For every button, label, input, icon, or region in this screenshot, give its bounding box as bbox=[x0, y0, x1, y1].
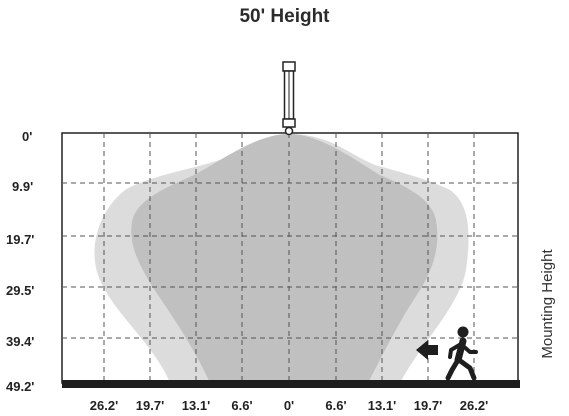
y-label-2: 19.7' bbox=[6, 232, 34, 247]
x-label-2: 13.1' bbox=[182, 398, 210, 413]
floor-bar bbox=[62, 380, 520, 388]
x-label-8: 26.2' bbox=[460, 398, 488, 413]
x-label-3: 6.6' bbox=[231, 398, 252, 413]
diagram-title: 50' Height bbox=[239, 6, 330, 27]
direction-arrow-icon bbox=[416, 340, 438, 360]
x-label-5: 6.6' bbox=[325, 398, 346, 413]
x-label-0: 26.2' bbox=[90, 398, 118, 413]
y-label-4: 39.4' bbox=[6, 334, 34, 349]
x-label-1: 19.7' bbox=[136, 398, 164, 413]
inner-coverage-zone bbox=[131, 134, 438, 383]
walking-person-icon bbox=[445, 326, 478, 381]
sensor-fixture-icon bbox=[282, 61, 296, 136]
mounting-height-label: Mounting Height bbox=[539, 249, 556, 359]
x-label-6: 13.1' bbox=[368, 398, 396, 413]
grid bbox=[62, 133, 518, 381]
x-label-4: 0' bbox=[284, 398, 294, 413]
y-label-5: 49.2' bbox=[6, 379, 34, 394]
y-label-1: 9.9' bbox=[12, 179, 33, 194]
x-label-7: 19.7' bbox=[414, 398, 442, 413]
y-label-0: 0' bbox=[22, 129, 32, 144]
y-label-3: 29.5' bbox=[6, 283, 34, 298]
